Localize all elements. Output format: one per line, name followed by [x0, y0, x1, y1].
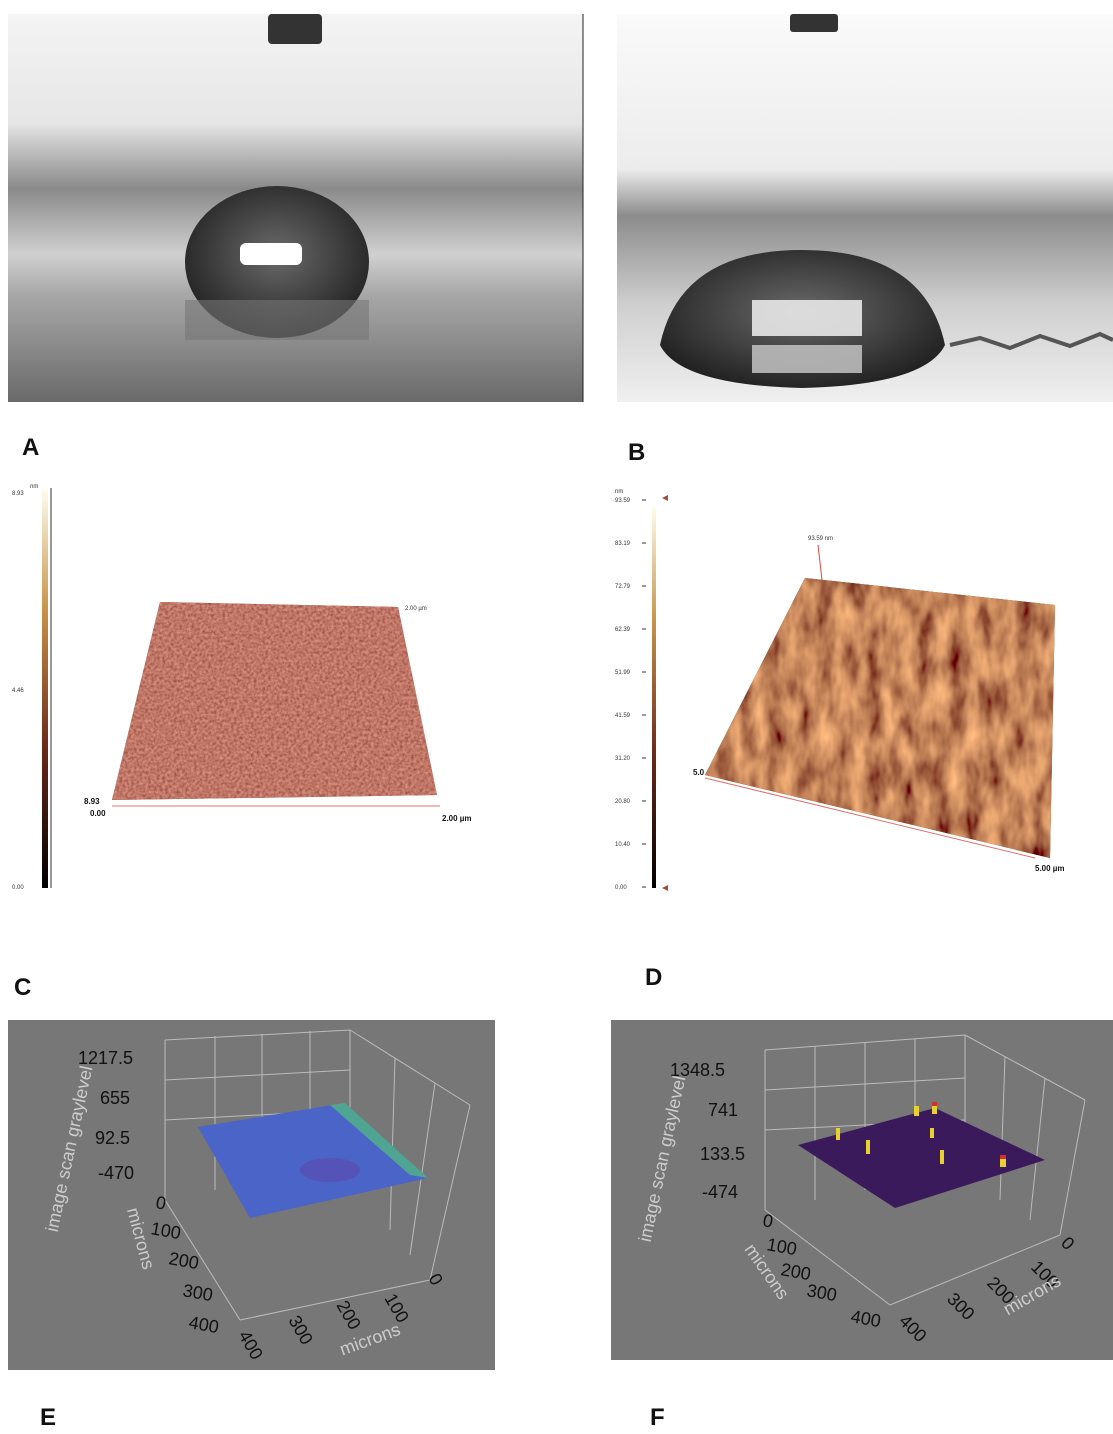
z-tick-label: -474 — [702, 1182, 738, 1202]
colorbar-tick: 51.99 — [615, 670, 631, 676]
panel-label: B — [628, 439, 645, 466]
z-tick-label: 92.5 — [95, 1128, 130, 1148]
surface-texture — [705, 578, 1055, 858]
colorbar-unit: nm — [615, 489, 623, 495]
colorbar-tick: 41.59 — [615, 713, 631, 719]
colorbar-tick: 93.59 — [615, 498, 631, 504]
colorbar-tick: 72.79 — [615, 584, 631, 590]
annotation: 2.00 µm — [442, 814, 472, 823]
panel-label: A — [22, 434, 39, 461]
colorbar-tick: 0.00 — [12, 885, 24, 891]
z-tick-label: 133.5 — [700, 1144, 745, 1164]
colorbar — [652, 505, 656, 888]
colorbar-tick: 4.46 — [12, 688, 24, 694]
figure: A B nm 8.93 4.46 0.00 2.00 µm 8.93 0.00 … — [0, 0, 1113, 1429]
colorbar-tick: 20.80 — [615, 799, 631, 805]
panel-label: E — [40, 1404, 56, 1429]
colorbar-tick: 62.39 — [615, 627, 631, 633]
colorbar — [42, 488, 48, 888]
annotation: 2.00 µm — [405, 606, 427, 612]
z-tick-label: 1217.5 — [78, 1048, 133, 1068]
colorbar-tick: 10.40 — [615, 842, 631, 848]
panel-label: C — [14, 974, 31, 1001]
colorbar-tick: 83.19 — [615, 541, 631, 547]
panel-label: F — [650, 1404, 665, 1429]
panel-label: D — [645, 964, 662, 991]
z-tick-label: 741 — [708, 1100, 738, 1120]
surface-texture — [112, 602, 437, 800]
z-tick-label: -470 — [98, 1163, 134, 1183]
annotation: 5.0 — [693, 768, 705, 777]
annotation: 5.00 µm — [1035, 864, 1065, 873]
annotation: 0.00 — [90, 809, 106, 818]
colorbar-tick: 31.20 — [615, 756, 631, 762]
panel-b-image — [617, 14, 1113, 402]
colorbar-unit: nm — [30, 484, 38, 490]
colorbar-tick: 8.93 — [12, 491, 24, 497]
colorbar-tick: 0.00 — [615, 885, 627, 891]
z-tick-label: 655 — [100, 1088, 130, 1108]
panel-a-image — [8, 14, 583, 402]
annotation: 93.59 nm — [808, 536, 833, 542]
annotation: 8.93 — [84, 797, 100, 806]
